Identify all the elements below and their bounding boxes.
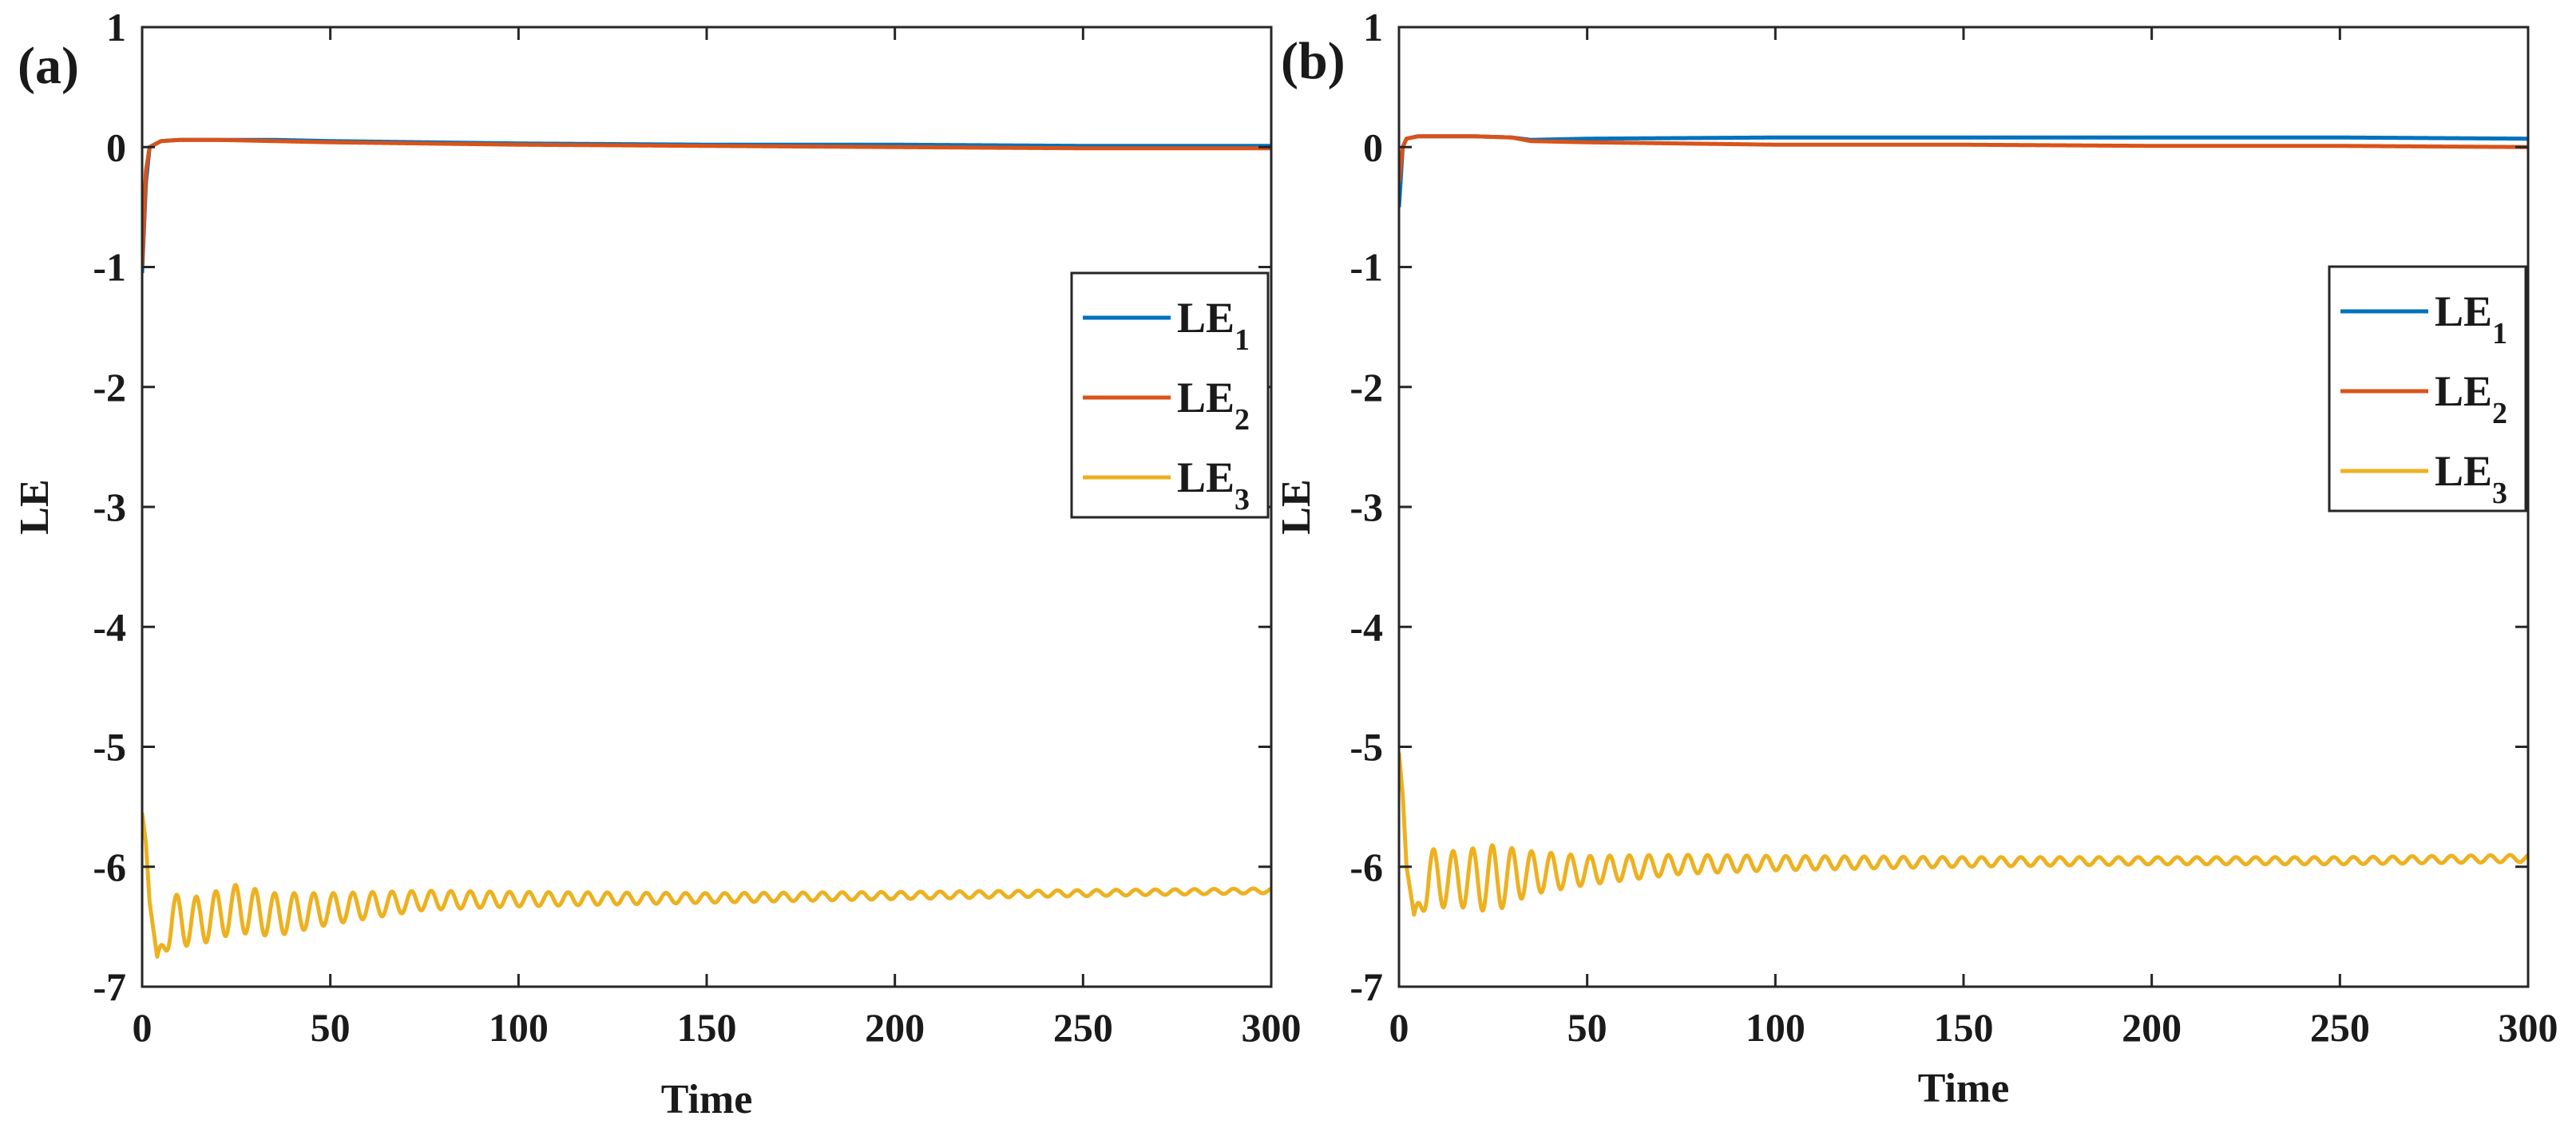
x-tick-label: 250	[2310, 1005, 2370, 1050]
legend-subscript: 1	[1234, 323, 1250, 357]
y-tick-label: -3	[93, 485, 126, 529]
legend-subscript: 2	[1234, 403, 1250, 437]
y-tick-label: 1	[1363, 5, 1383, 49]
y-tick-label: -6	[93, 845, 126, 889]
x-tick-label: 100	[489, 1005, 549, 1050]
y-tick-label: -3	[1349, 485, 1383, 529]
x-axis-label: Time	[661, 1077, 753, 1122]
x-tick-label: 250	[1053, 1005, 1113, 1050]
x-tick-label: 0	[133, 1005, 153, 1050]
y-axis-label: LE	[1274, 479, 1319, 534]
y-tick-label: -4	[1349, 604, 1383, 649]
panel-label: (b)	[1281, 32, 1345, 90]
x-tick-label: 150	[1934, 1005, 1994, 1050]
legend-subscript: 3	[2492, 477, 2507, 510]
x-tick-label: 50	[311, 1005, 351, 1050]
y-tick-label: -2	[93, 365, 126, 410]
x-tick-label: 150	[677, 1005, 737, 1050]
series-line-le2	[142, 137, 1271, 267]
y-tick-label: -7	[1349, 964, 1383, 1009]
y-tick-label: -5	[93, 725, 126, 770]
legend-box	[2328, 265, 2527, 513]
y-tick-label: -1	[1349, 245, 1383, 290]
x-tick-label: 50	[1567, 1005, 1607, 1050]
x-tick-label: 300	[2499, 1005, 2558, 1050]
panel-b: 10-1-2-3-4-5-6-70 50 100 150 200 250 300TimeLE…	[1274, 5, 2558, 1111]
x-tick-label: 100	[1746, 1005, 1805, 1050]
y-tick-label: -6	[1349, 845, 1383, 889]
panel-a: 10-1-2-3-4-5-6-70 50 100 150 200 250 300TimeLE…	[12, 5, 1302, 1122]
legend-subscript: 3	[1234, 483, 1250, 516]
plot-area	[142, 137, 1271, 959]
x-tick-label: 300	[1242, 1005, 1302, 1050]
series-line-le1	[1399, 134, 2528, 208]
x-axis-label: Time	[1918, 1066, 2010, 1111]
plot-area	[1399, 134, 2528, 917]
x-tick-label: 0	[1389, 1005, 1409, 1050]
y-axis-label: LE	[12, 479, 57, 534]
y-tick-label: -1	[93, 245, 126, 290]
y-tick-label: 0	[1363, 125, 1383, 169]
y-tick-label: 0	[106, 125, 126, 169]
legend-subscript: 1	[2492, 317, 2507, 350]
series-line-le2	[1399, 134, 2528, 184]
legend-subscript: 2	[2492, 397, 2507, 430]
y-tick-label: -5	[1349, 725, 1383, 770]
y-tick-label: -7	[93, 964, 126, 1009]
series-line-le3	[142, 812, 1271, 959]
y-tick-label: -4	[93, 604, 126, 649]
x-tick-label: 200	[2122, 1005, 2182, 1050]
y-tick-label: 1	[106, 5, 126, 49]
y-tick-label: -2	[1349, 365, 1383, 410]
panel-label: (a)	[18, 37, 79, 95]
series-line-le3	[1399, 752, 2528, 917]
legend-box	[1070, 271, 1270, 519]
series-line-le1	[142, 137, 1271, 274]
x-tick-label: 200	[865, 1005, 925, 1050]
